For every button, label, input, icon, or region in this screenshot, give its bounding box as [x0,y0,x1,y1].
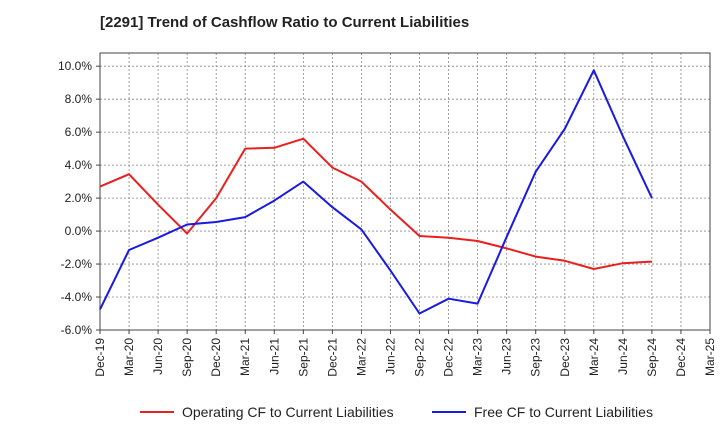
x-tick-label: Jun-22 [383,338,397,375]
x-tick-label: Mar-23 [471,338,485,376]
x-tick-label: Sep-21 [296,338,310,377]
y-tick-label: 0.0% [65,224,93,238]
legend: Operating CF to Current Liabilities Free… [0,404,720,426]
legend-swatch-operating-cf [140,411,174,413]
y-tick-label: -4.0% [61,290,93,304]
x-tick-label: Sep-23 [529,338,543,377]
legend-item-operating-cf: Operating CF to Current Liabilities [140,404,394,420]
x-tick-label: Mar-21 [238,338,252,376]
legend-swatch-free-cf [432,411,466,413]
y-tick-label: 2.0% [65,191,93,205]
grid-layer [99,53,711,331]
x-tick-label: Sep-24 [645,338,659,377]
legend-label-free-cf: Free CF to Current Liabilities [474,404,653,420]
x-tick-label: Jun-23 [500,338,514,375]
x-tick-label: Dec-22 [442,338,456,377]
y-tick-label: 8.0% [65,92,93,106]
x-tick-label: Jun-21 [267,338,281,375]
y-tick-label: 4.0% [65,158,93,172]
chart-title: [2291] Trend of Cashflow Ratio to Curren… [100,14,470,31]
y-tick-label: -2.0% [61,257,93,271]
series-layer [99,69,653,315]
plot-frame [99,52,711,331]
x-tick-label: Dec-20 [209,338,223,377]
x-tick-label: Mar-25 [703,338,717,376]
x-tick-label: Dec-19 [93,338,107,377]
legend-item-free-cf: Free CF to Current Liabilities [432,404,653,420]
x-tick-label: Mar-24 [587,338,601,376]
y-tick-label: 10.0% [58,59,92,73]
series-line-free-cf [99,69,653,315]
y-tick-label: 6.0% [65,125,93,139]
x-tick-label: Dec-21 [325,338,339,377]
x-tick-label: Jun-24 [616,338,630,375]
x-tick-label: Sep-20 [180,338,194,377]
x-tick-label: Dec-23 [558,338,572,377]
legend-label-operating-cf: Operating CF to Current Liabilities [182,404,394,420]
series-line-operating-cf [99,137,652,270]
x-tick-label: Mar-20 [122,338,136,376]
x-axis: Dec-19 Mar-20 Jun-20 Sep-20 Dec-20 Mar-21 Jun-… [93,330,717,377]
x-tick-label: Dec-24 [674,338,688,377]
y-tick-label: -6.0% [61,323,93,337]
y-axis: 10.0% 8.0% 6.0% 4.0% 2.0% 0.0% -2.0% -4.0% -6.0% [58,59,100,337]
x-tick-label: Mar-22 [354,338,368,376]
x-tick-label: Sep-22 [413,338,427,377]
x-tick-label: Jun-20 [151,338,165,375]
